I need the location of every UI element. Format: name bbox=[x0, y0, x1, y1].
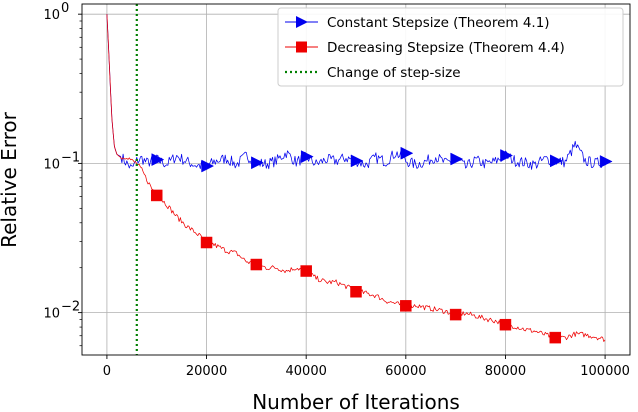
x-axis-label: Number of Iterations bbox=[252, 390, 460, 412]
x-tick-label: 100000 bbox=[580, 364, 630, 379]
constant-marker bbox=[400, 146, 414, 160]
x-tick-label: 20000 bbox=[186, 364, 227, 379]
decreasing-marker bbox=[400, 300, 412, 312]
y-axis-label: Relative Error bbox=[0, 111, 21, 248]
y-tick-exponent: 0 bbox=[61, 1, 69, 16]
y-tick-label: 10 bbox=[43, 157, 60, 172]
x-tick-label: 60000 bbox=[385, 364, 426, 379]
legend-marker bbox=[296, 16, 308, 28]
y-tick-exponent: −2 bbox=[61, 300, 80, 315]
constant-marker bbox=[151, 153, 165, 167]
x-tick-label: 80000 bbox=[485, 364, 526, 379]
constant-marker bbox=[251, 156, 264, 170]
y-tick-exponent: −1 bbox=[61, 150, 80, 165]
decreasing-marker bbox=[250, 258, 263, 271]
plot-frame bbox=[81, 3, 631, 356]
constant-marker bbox=[300, 150, 314, 164]
x-tick-label: 40000 bbox=[286, 364, 327, 379]
decreasing-marker bbox=[150, 189, 163, 202]
constant-marker bbox=[201, 159, 215, 173]
legend: Constant Stepsize (Theorem 4.1) Decreasin… bbox=[277, 7, 624, 87]
y-tick-label: 10 bbox=[43, 307, 60, 322]
legend-label: Change of step-size bbox=[327, 65, 461, 81]
constant-marker bbox=[599, 155, 613, 168]
constant-marker bbox=[500, 149, 514, 162]
decreasing-marker bbox=[549, 331, 562, 344]
constant-marker bbox=[550, 154, 563, 168]
legend-label: Constant Stepsize (Theorem 4.1) bbox=[327, 15, 550, 31]
x-tick-label: 0 bbox=[103, 364, 111, 379]
decreasing-marker bbox=[449, 308, 462, 321]
decreasing-marker bbox=[350, 285, 362, 298]
constant-marker bbox=[350, 154, 364, 168]
legend-marker bbox=[296, 41, 307, 53]
decreasing-marker bbox=[499, 318, 512, 331]
decreasing-marker bbox=[200, 236, 213, 249]
decreasing-marker bbox=[300, 265, 312, 277]
legend-label: Decreasing Stepsize (Theorem 4.4) bbox=[327, 40, 565, 56]
legend-box bbox=[277, 7, 624, 87]
constant-marker bbox=[450, 152, 464, 166]
series-layer bbox=[106, 4, 613, 355]
y-tick-label: 10 bbox=[43, 8, 60, 23]
